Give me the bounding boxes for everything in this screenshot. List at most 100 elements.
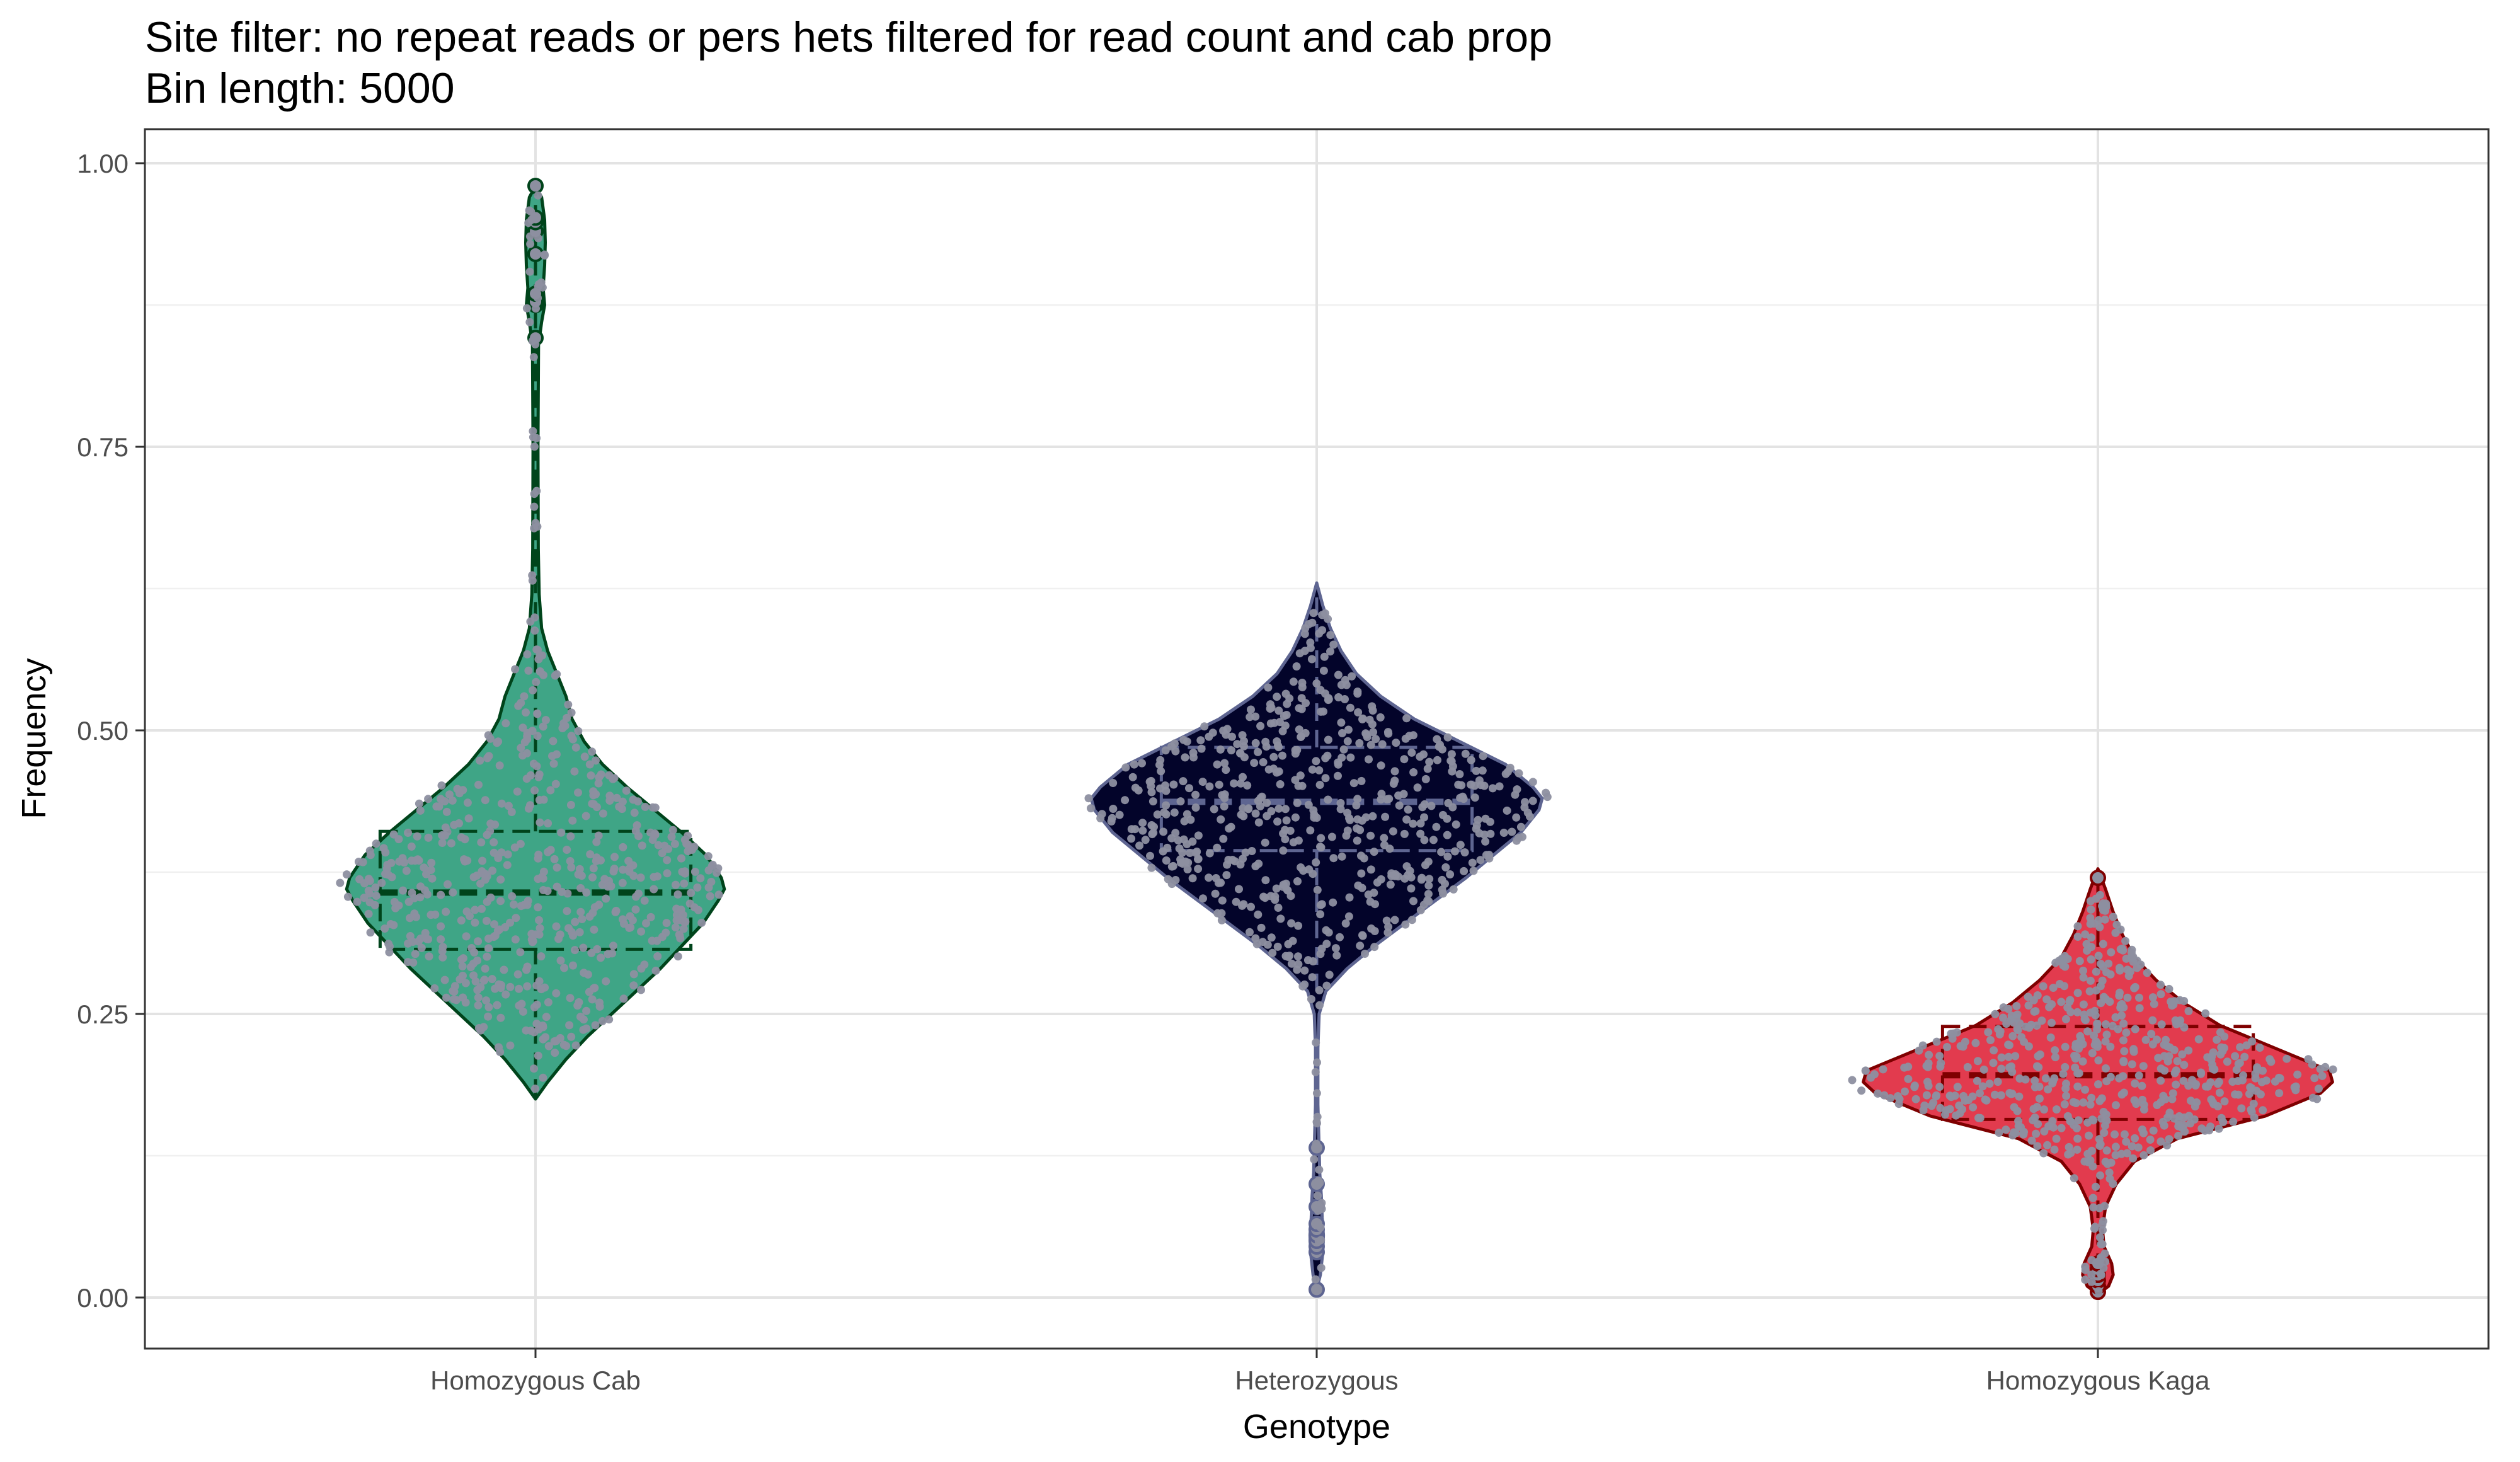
jitter-point (1312, 814, 1321, 822)
jitter-point (1344, 725, 1353, 734)
jitter-point (1336, 798, 1345, 807)
jitter-point (1230, 779, 1239, 788)
chart-title: Site filter: no repeat reads or pers het… (145, 13, 1552, 61)
jitter-point (654, 841, 663, 849)
jitter-point (574, 788, 582, 797)
jitter-point (1424, 890, 1433, 899)
jitter-point (537, 952, 546, 961)
jitter-point (1927, 1102, 1936, 1110)
jitter-point (1304, 800, 1313, 809)
jitter-point (1217, 815, 1225, 824)
jitter-point (1282, 816, 1291, 825)
jitter-point (484, 944, 493, 953)
jitter-point (552, 989, 561, 998)
jitter-point (571, 1041, 580, 1050)
jitter-point (2236, 1043, 2245, 1052)
jitter-point (1447, 750, 1456, 759)
jitter-point (1978, 1082, 1987, 1091)
jitter-point (1233, 740, 1242, 749)
jitter-point (1472, 821, 1481, 830)
jitter-point (1334, 771, 1342, 780)
jitter-point (2129, 1047, 2138, 1056)
jitter-point (2007, 1011, 2016, 1020)
jitter-point (604, 950, 612, 958)
y-axis-title: Frequency (15, 658, 53, 819)
jitter-point (428, 874, 437, 883)
jitter-point (1886, 1094, 1895, 1103)
jitter-point (569, 961, 577, 970)
jitter-point (1953, 1083, 1962, 1091)
jitter-point (1276, 914, 1285, 923)
jitter-point (372, 892, 381, 900)
jitter-point (1354, 708, 1363, 717)
jitter-point (2002, 1125, 2010, 1134)
jitter-point (535, 916, 543, 924)
jitter-point (576, 884, 585, 892)
jitter-point (1236, 779, 1245, 788)
jitter-point (1217, 916, 1226, 924)
jitter-point (1867, 1073, 1875, 1082)
jitter-point (1452, 820, 1460, 829)
jitter-point (1239, 773, 1247, 781)
jitter-point (638, 841, 646, 850)
jitter-point (2228, 1078, 2237, 1086)
jitter-point (1164, 875, 1172, 884)
jitter-point (2159, 1091, 2168, 1100)
jitter-point (510, 900, 518, 909)
jitter-point (1217, 878, 1225, 887)
jitter-point (473, 986, 482, 994)
jitter-point (1170, 808, 1179, 817)
jitter-point (1352, 801, 1361, 810)
jitter-point (1360, 854, 1368, 863)
jitter-point (416, 882, 425, 891)
jitter-point (1365, 755, 1373, 764)
jitter-point (696, 874, 705, 883)
jitter-point (406, 932, 415, 940)
jitter-point (546, 846, 555, 855)
jitter-point (536, 924, 544, 933)
jitter-point (523, 901, 532, 909)
jitter-point (1377, 795, 1385, 804)
jitter-point (2179, 1121, 2188, 1130)
jitter-point (539, 886, 547, 894)
jitter-point (470, 948, 479, 957)
jitter-point (2262, 1076, 2271, 1085)
jitter-point (2037, 1016, 2046, 1025)
jitter-point (1294, 921, 1303, 930)
jitter-point (1267, 933, 1276, 942)
jitter-point (590, 925, 598, 934)
jitter-point (544, 819, 553, 827)
jitter-point (618, 878, 627, 887)
jitter-point (1291, 746, 1300, 754)
jitter-point (1390, 776, 1399, 785)
jitter-point (2104, 959, 2113, 968)
jitter-point (1461, 749, 1470, 758)
jitter-point (2165, 1052, 2174, 1061)
jitter-point (534, 1051, 542, 1060)
jitter-point (2114, 1025, 2122, 1033)
jitter-point (2057, 998, 2066, 1006)
jitter-point (528, 727, 537, 735)
jitter-point (2201, 1126, 2209, 1135)
jitter-point (478, 867, 486, 876)
jitter-point (2172, 1020, 2181, 1028)
jitter-point (1385, 795, 1394, 803)
jitter-point (1259, 892, 1268, 901)
jitter-point (1198, 778, 1207, 786)
jitter-point (1459, 795, 1468, 803)
jitter-point (2132, 1100, 2141, 1108)
jitter-point (651, 966, 660, 975)
jitter-point (622, 786, 631, 795)
jitter-point (575, 865, 584, 873)
jitter-point (1366, 831, 1375, 840)
jitter-point (605, 797, 614, 805)
jitter-point (1395, 801, 1404, 810)
jitter-point (483, 897, 491, 906)
jitter-point (413, 832, 421, 841)
y-tick-label: 0.25 (77, 999, 129, 1029)
jitter-point (1460, 848, 1469, 857)
jitter-point (501, 990, 510, 999)
jitter-point (532, 304, 540, 313)
jitter-point (1232, 897, 1240, 906)
jitter-point (1251, 739, 1260, 747)
